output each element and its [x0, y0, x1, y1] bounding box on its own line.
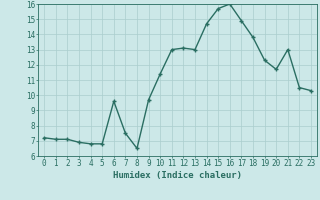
X-axis label: Humidex (Indice chaleur): Humidex (Indice chaleur)	[113, 171, 242, 180]
